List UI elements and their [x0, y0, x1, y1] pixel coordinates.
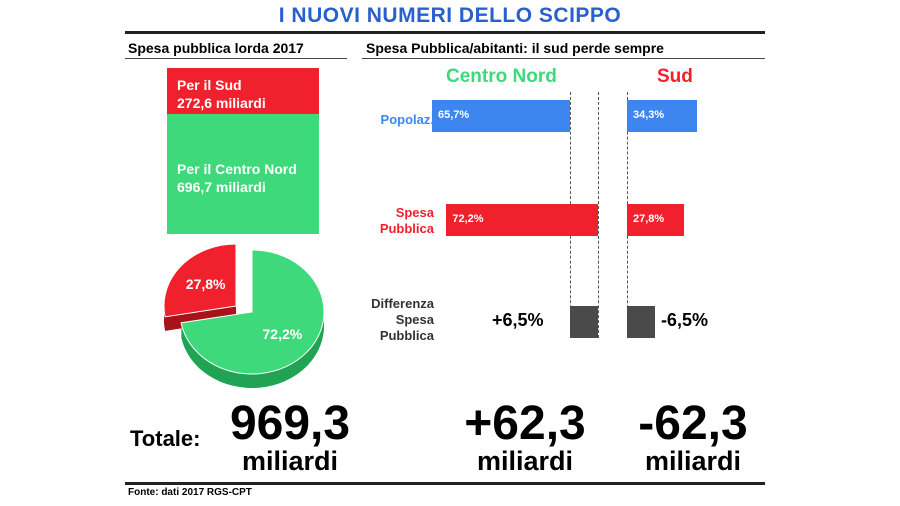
- total-label: Totale:: [130, 426, 201, 451]
- bar-sud: 34,3%: [627, 100, 698, 132]
- cn-spending-box: Per il Centro Nord 696,7 miliardi: [167, 114, 319, 234]
- cn-box-line2: 696,7 miliardi: [177, 179, 266, 195]
- title-rule: [125, 31, 765, 34]
- header-sud: Sud: [657, 66, 693, 87]
- pie-slice: [163, 243, 237, 318]
- row-label-diff-line3: Pubblica: [379, 328, 434, 343]
- row-label-spesa: Spesa Pubblica: [330, 205, 434, 237]
- guide-line: [598, 92, 599, 338]
- row-label-spesa-line1: Spesa: [395, 205, 434, 220]
- right-subtitle: Spesa Pubblica/abitanti: il sud perde se…: [366, 40, 664, 56]
- page-title: I NUOVI NUMERI DELLO SCIPPO: [278, 4, 622, 27]
- row-label-differenza: Differenza Spesa Pubblica: [330, 296, 434, 344]
- total-unit: miliardi: [241, 446, 339, 476]
- right-subtitle-rule: [362, 58, 765, 59]
- row-label-popolazione: Popolaz.: [380, 112, 434, 127]
- sud-box-line1: Per il Sud: [177, 77, 242, 93]
- row-label-spesa-line2: Pubblica: [379, 221, 434, 236]
- pie-slice-label: 72,2%: [263, 326, 303, 342]
- bar-centro-nord: 65,7%: [432, 100, 570, 132]
- pie-chart: 27,8% 72,2%: [163, 243, 325, 388]
- total-value: 969,3: [229, 397, 351, 450]
- cn-total-unit: miliardi: [476, 446, 574, 476]
- bar-sud: 27,8%: [627, 204, 684, 236]
- sud-total-value: -62,3: [638, 397, 748, 450]
- cn-total-value: +62,3: [464, 397, 586, 450]
- bar-sud-diff: [627, 306, 655, 338]
- cn-box-line1: Per il Centro Nord: [177, 161, 297, 177]
- sud-spending-box: Per il Sud 272,6 miliardi: [167, 68, 319, 114]
- sud-box-line2: 272,6 miliardi: [177, 95, 266, 111]
- sud-total-unit: miliardi: [644, 446, 742, 476]
- bar-centro-nord-diff: [570, 306, 598, 338]
- diff-label-sud: -6,5%: [660, 310, 708, 330]
- row-label-diff-line2: Spesa: [395, 312, 434, 327]
- bottom-rule: [125, 482, 765, 485]
- header-centro-nord: Centro Nord: [446, 66, 557, 87]
- pie-slice-label: 27,8%: [186, 276, 226, 292]
- source-note: Fonte: dati 2017 RGS-CPT: [128, 487, 252, 498]
- bar-centro-nord: 72,2%: [446, 204, 598, 236]
- left-subtitle: Spesa pubblica lorda 2017: [128, 40, 304, 56]
- diff-label-centro-nord: +6,5%: [492, 310, 544, 330]
- pie-slice: [180, 249, 325, 375]
- left-subtitle-rule: [125, 58, 347, 59]
- row-label-diff-line1: Differenza: [371, 296, 434, 311]
